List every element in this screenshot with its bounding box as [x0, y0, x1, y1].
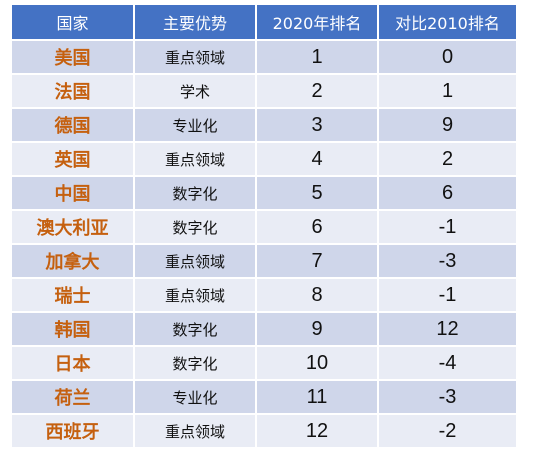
- vs-2010-cell: 6: [378, 176, 516, 211]
- advantage-cell: 学术: [134, 74, 257, 109]
- advantage-cell: 重点领域: [134, 414, 257, 449]
- country-cell: 澳大利亚: [12, 210, 135, 245]
- rank-2020-cell: 10: [256, 346, 379, 381]
- country-cell: 英国: [12, 142, 135, 177]
- rank-2020-cell: 6: [256, 210, 379, 245]
- advantage-cell: 重点领域: [134, 278, 257, 313]
- country-cell: 德国: [12, 108, 135, 143]
- vs-2010-cell: 9: [378, 108, 516, 143]
- advantage-cell: 专业化: [134, 108, 257, 143]
- vs-2010-cell: -1: [378, 278, 516, 313]
- table-row: 中国 数字化 5 6: [12, 176, 516, 211]
- advantage-cell: 数字化: [134, 346, 257, 381]
- header-rank-2020: 2020年排名: [256, 5, 379, 41]
- advantage-cell: 重点领域: [134, 142, 257, 177]
- vs-2010-cell: -3: [378, 244, 516, 279]
- rank-2020-cell: 4: [256, 142, 379, 177]
- table-row: 德国 专业化 3 9: [12, 108, 516, 143]
- rank-2020-cell: 12: [256, 414, 379, 449]
- country-cell: 韩国: [12, 312, 135, 347]
- advantage-cell: 数字化: [134, 210, 257, 245]
- country-cell: 美国: [12, 40, 135, 75]
- rank-2020-cell: 7: [256, 244, 379, 279]
- ranking-table-container: 国家 主要优势 2020年排名 对比2010排名 美国 重点领域 1 0 法国 …: [12, 5, 516, 449]
- header-advantage: 主要优势: [134, 5, 257, 41]
- header-vs-2010: 对比2010排名: [378, 5, 516, 41]
- advantage-cell: 数字化: [134, 176, 257, 211]
- country-cell: 中国: [12, 176, 135, 211]
- rank-2020-cell: 11: [256, 380, 379, 415]
- rank-2020-cell: 8: [256, 278, 379, 313]
- vs-2010-cell: -2: [378, 414, 516, 449]
- table-row: 西班牙 重点领域 12 -2: [12, 414, 516, 449]
- table-row: 瑞士 重点领域 8 -1: [12, 278, 516, 313]
- advantage-cell: 重点领域: [134, 40, 257, 75]
- table-row: 荷兰 专业化 11 -3: [12, 380, 516, 415]
- vs-2010-cell: -3: [378, 380, 516, 415]
- table-row: 澳大利亚 数字化 6 -1: [12, 210, 516, 245]
- table-row: 加拿大 重点领域 7 -3: [12, 244, 516, 279]
- table-row: 韩国 数字化 9 12: [12, 312, 516, 347]
- ranking-table: 国家 主要优势 2020年排名 对比2010排名 美国 重点领域 1 0 法国 …: [12, 5, 516, 449]
- advantage-cell: 重点领域: [134, 244, 257, 279]
- rank-2020-cell: 5: [256, 176, 379, 211]
- advantage-cell: 数字化: [134, 312, 257, 347]
- rank-2020-cell: 2: [256, 74, 379, 109]
- header-country: 国家: [12, 5, 135, 41]
- vs-2010-cell: -4: [378, 346, 516, 381]
- table-row: 日本 数字化 10 -4: [12, 346, 516, 381]
- rank-2020-cell: 3: [256, 108, 379, 143]
- advantage-cell: 专业化: [134, 380, 257, 415]
- vs-2010-cell: 2: [378, 142, 516, 177]
- table-row: 美国 重点领域 1 0: [12, 40, 516, 75]
- table-row: 法国 学术 2 1: [12, 74, 516, 109]
- table-header-row: 国家 主要优势 2020年排名 对比2010排名: [12, 5, 516, 41]
- country-cell: 法国: [12, 74, 135, 109]
- vs-2010-cell: 1: [378, 74, 516, 109]
- country-cell: 西班牙: [12, 414, 135, 449]
- vs-2010-cell: -1: [378, 210, 516, 245]
- table-body: 美国 重点领域 1 0 法国 学术 2 1 德国 专业化 3 9 英国 重点领域…: [12, 40, 516, 449]
- country-cell: 荷兰: [12, 380, 135, 415]
- rank-2020-cell: 1: [256, 40, 379, 75]
- country-cell: 瑞士: [12, 278, 135, 313]
- vs-2010-cell: 0: [378, 40, 516, 75]
- rank-2020-cell: 9: [256, 312, 379, 347]
- vs-2010-cell: 12: [378, 312, 516, 347]
- country-cell: 日本: [12, 346, 135, 381]
- country-cell: 加拿大: [12, 244, 135, 279]
- table-row: 英国 重点领域 4 2: [12, 142, 516, 177]
